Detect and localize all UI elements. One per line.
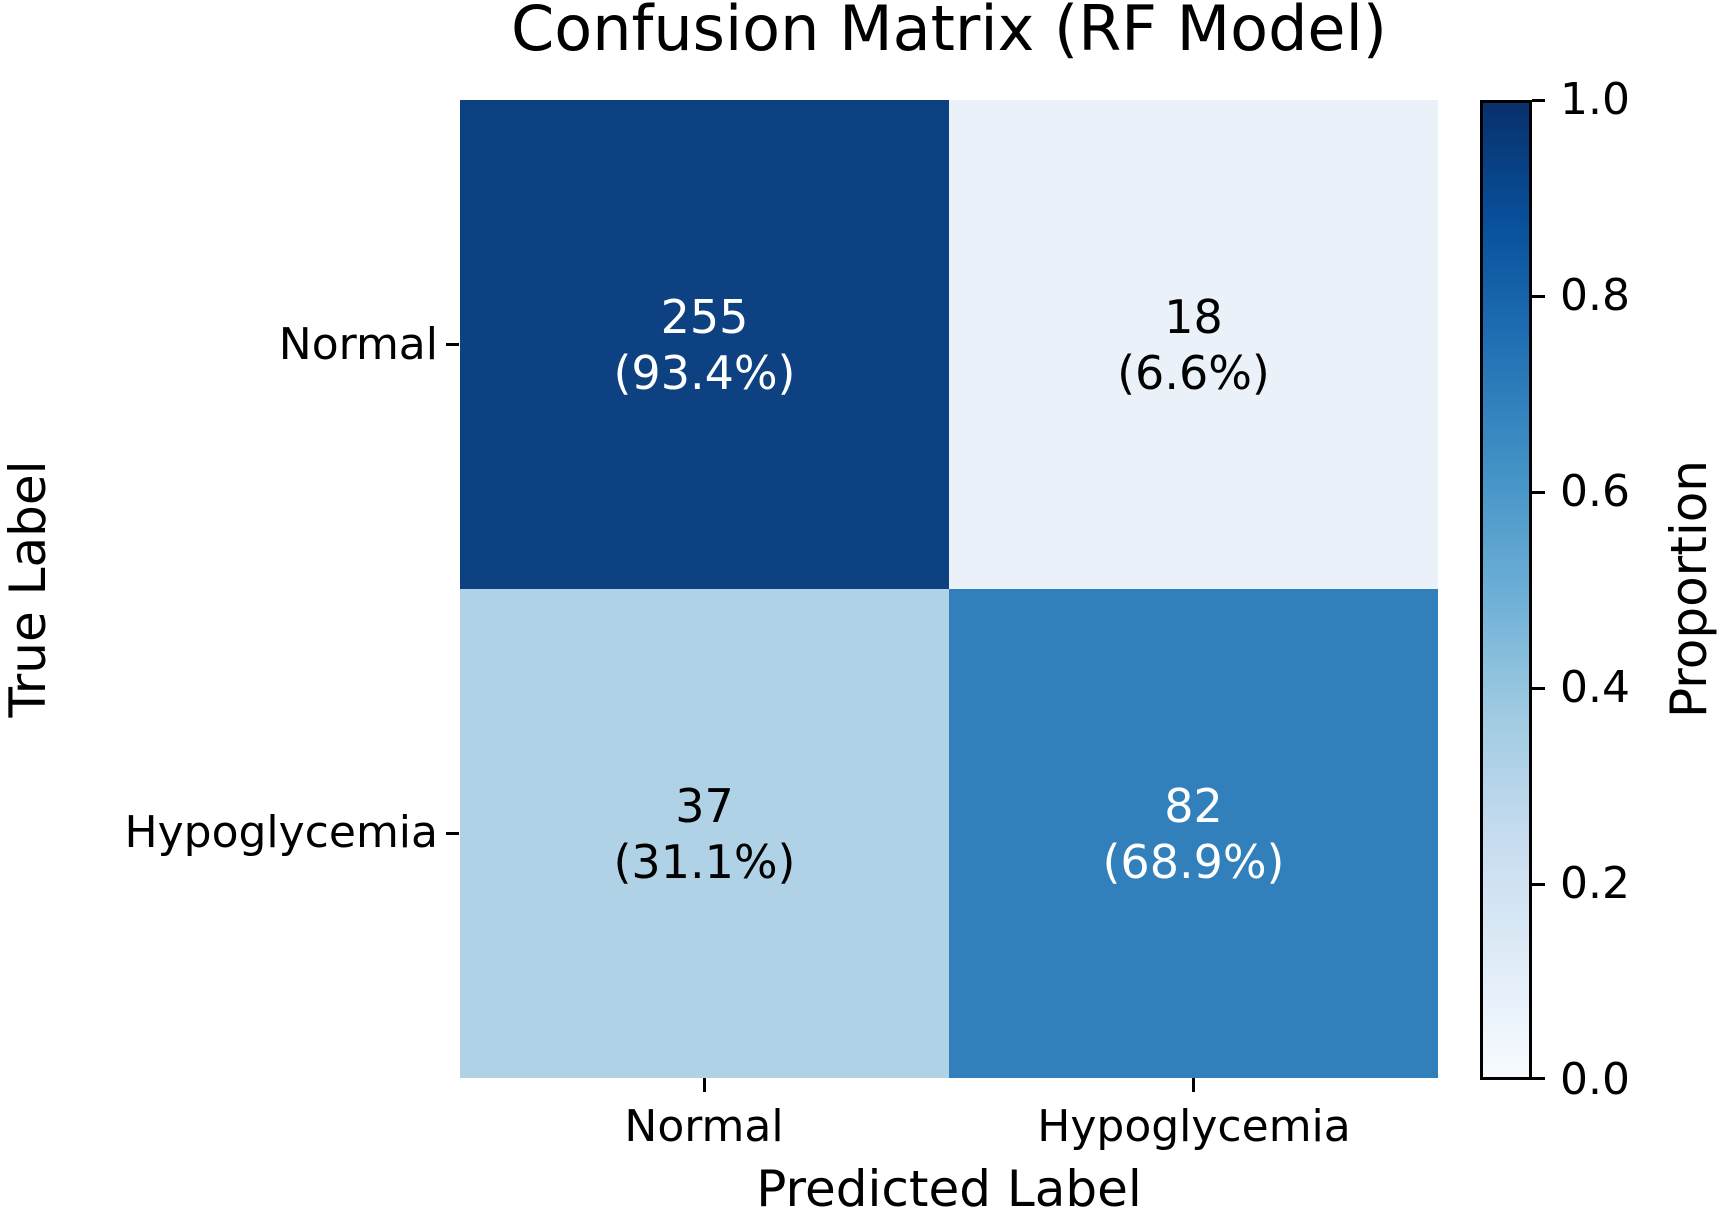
colorbar-gradient [1480, 100, 1532, 1080]
y-axis-label: True Label [0, 460, 57, 718]
cell-percent: (6.6%) [1117, 345, 1270, 400]
colorbar-tick-mark [1532, 687, 1545, 690]
cell-percent: (31.1%) [613, 834, 796, 889]
x-axis-label: Predicted Label [756, 1160, 1142, 1218]
cell-percent: (93.4%) [613, 345, 796, 400]
colorbar-axis-label: Proportion [1660, 460, 1717, 718]
heatmap-matrix: 255 (93.4%) 18 (6.6%) 37 (31.1%) 82 (68.… [460, 100, 1438, 1078]
colorbar-tick-label: 0.0 [1560, 1054, 1630, 1105]
chart-title: Confusion Matrix (RF Model) [511, 0, 1387, 65]
cell-count: 255 [660, 289, 749, 344]
colorbar-tick-label: 0.6 [1560, 466, 1630, 517]
cell-count: 18 [1164, 289, 1223, 344]
cell-percent: (68.9%) [1102, 834, 1285, 889]
colorbar-tick-label: 0.2 [1560, 858, 1630, 909]
colorbar-tick-label: 0.8 [1560, 270, 1630, 321]
y-tick-label-hypoglycemia: Hypoglycemia [124, 807, 438, 858]
y-tick-mark-hypoglycemia [446, 832, 459, 835]
cell-count: 82 [1164, 778, 1223, 833]
y-tick-label-normal: Normal [278, 319, 438, 370]
colorbar-tick-label: 0.4 [1560, 662, 1630, 713]
x-tick-mark-normal [703, 1078, 706, 1092]
colorbar-tick-mark [1532, 883, 1545, 886]
colorbar-tick-mark [1532, 295, 1545, 298]
colorbar-tick-mark [1532, 491, 1545, 494]
matrix-cell-true-hypoglycemia-pred-hypoglycemia: 82 (68.9%) [949, 589, 1438, 1078]
x-tick-label-normal: Normal [624, 1101, 784, 1152]
matrix-cell-true-normal-pred-normal: 255 (93.4%) [460, 100, 949, 589]
colorbar-tick-label: 1.0 [1560, 74, 1630, 125]
matrix-cell-true-hypoglycemia-pred-normal: 37 (31.1%) [460, 589, 949, 1078]
colorbar-tick-mark [1532, 99, 1545, 102]
colorbar-tick-mark [1532, 1077, 1545, 1080]
cell-count: 37 [675, 778, 734, 833]
y-tick-mark-normal [446, 343, 459, 346]
matrix-cell-true-normal-pred-hypoglycemia: 18 (6.6%) [949, 100, 1438, 589]
x-tick-label-hypoglycemia: Hypoglycemia [1037, 1101, 1351, 1152]
x-tick-mark-hypoglycemia [1192, 1078, 1195, 1092]
